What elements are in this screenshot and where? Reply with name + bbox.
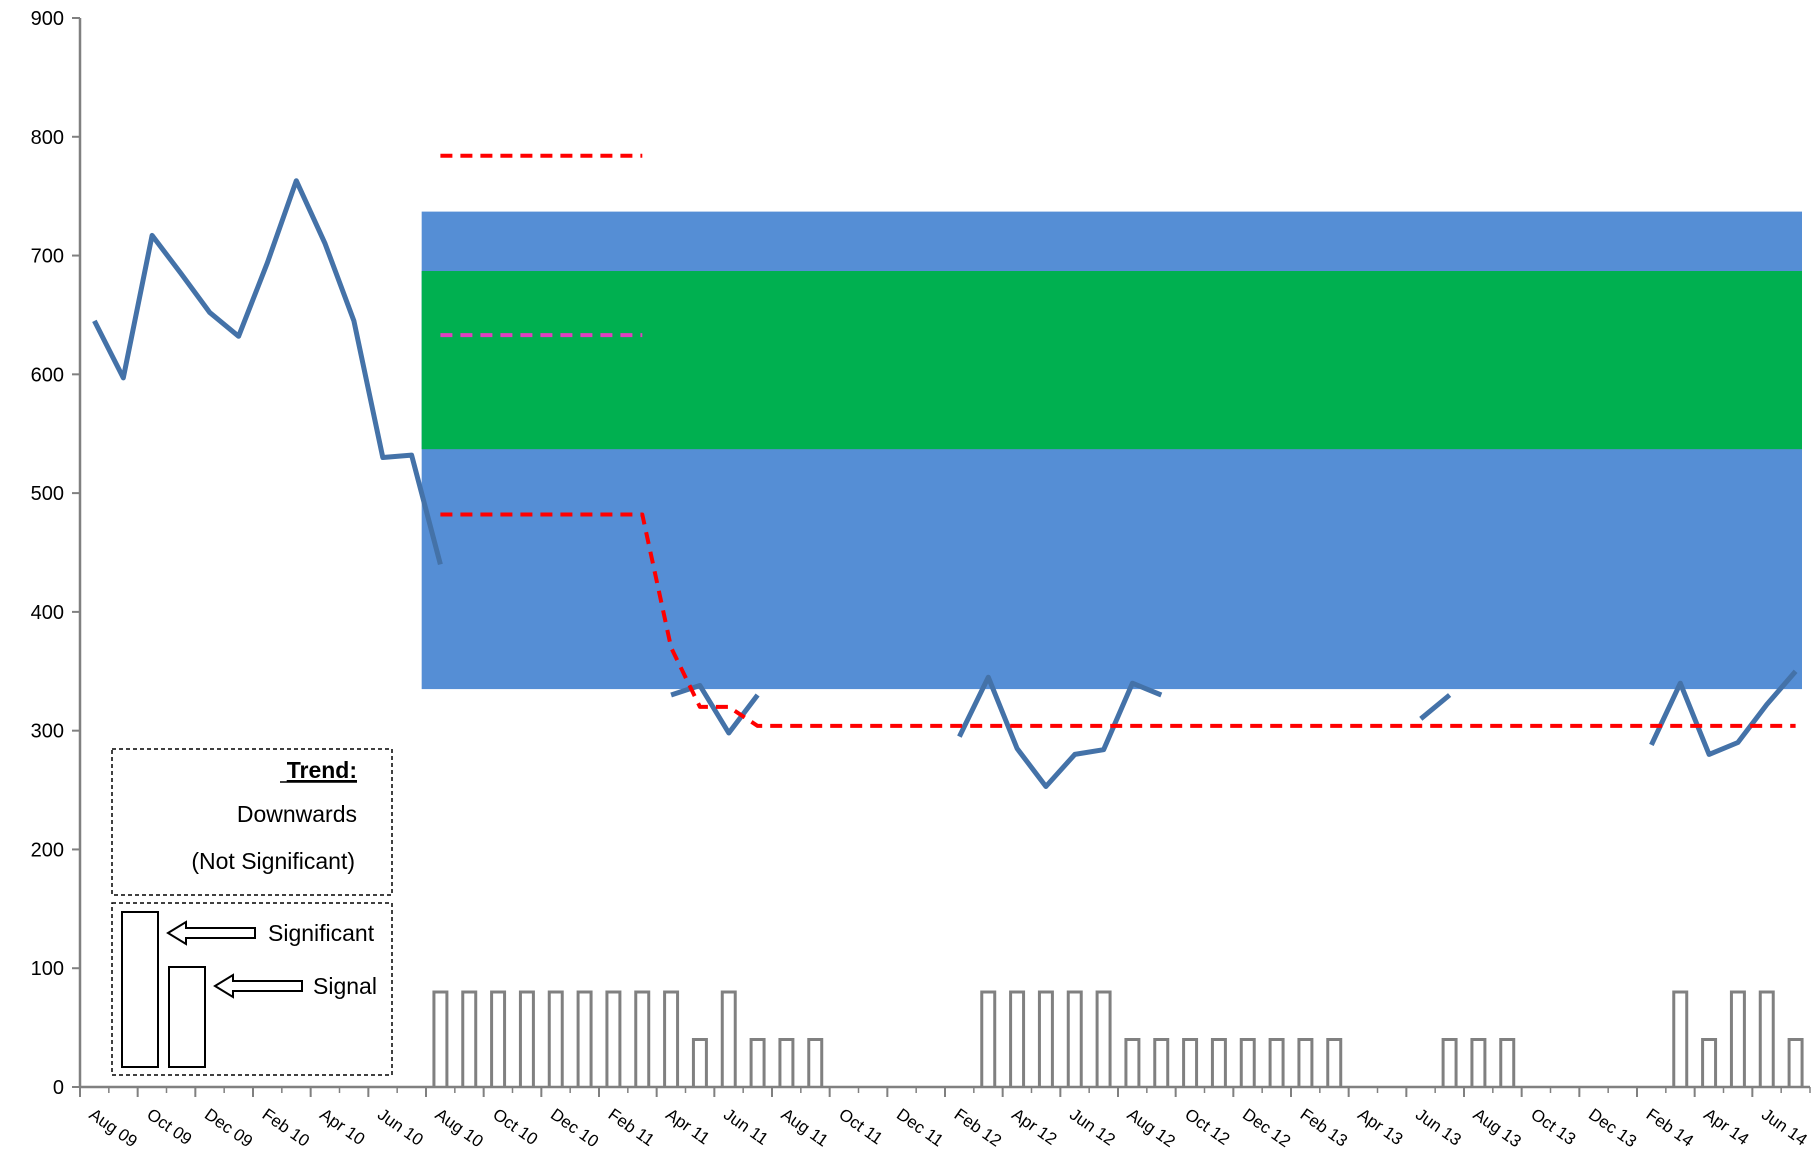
- y-tick-label: 100: [31, 958, 64, 980]
- x-tick-label: Feb 10: [259, 1105, 313, 1151]
- signal-bar: [547, 990, 564, 1087]
- legend-signal-label: Signal: [313, 973, 377, 999]
- signal-bar: [1124, 1037, 1141, 1087]
- x-tick-label: Aug 11: [778, 1105, 832, 1151]
- legend-trend-box: Trend: Downwards (Not Significant): [111, 748, 393, 896]
- y-tick-label: 700: [31, 246, 64, 268]
- signal-bar: [1268, 1037, 1285, 1087]
- legend-signal-swatch: [168, 966, 206, 1068]
- y-tick-label: 900: [31, 8, 64, 30]
- signal-bar: [1037, 990, 1054, 1087]
- signal-bar: [749, 1037, 766, 1087]
- signal-bar: [576, 990, 593, 1087]
- x-tick-label: Feb 13: [1297, 1105, 1351, 1151]
- series-line-0: [92, 178, 1798, 789]
- legend-significant-label: Significant: [268, 920, 375, 946]
- signal-bar: [1297, 1037, 1314, 1087]
- legend-trend-value: Downwards: [237, 801, 357, 827]
- x-tick-label: Feb 11: [605, 1105, 658, 1150]
- x-tick-label: Aug 13: [1470, 1105, 1525, 1151]
- x-tick-label: Apr 14: [1700, 1105, 1752, 1149]
- y-tick-label: 800: [31, 127, 64, 149]
- band-layer: [421, 211, 1802, 690]
- signal-bar: [1182, 1037, 1199, 1087]
- signal-bar: [720, 990, 737, 1087]
- signal-bar: [778, 1037, 795, 1087]
- signal-bar: [490, 990, 507, 1087]
- signal-bar: [1009, 990, 1026, 1087]
- x-tick-label: Feb 14: [1643, 1105, 1697, 1151]
- y-tick-label: 500: [31, 483, 64, 505]
- x-tick-label: Jun 12: [1066, 1105, 1119, 1150]
- x-tick-label: Apr 10: [316, 1105, 368, 1149]
- signal-bar: [634, 990, 651, 1087]
- legend-trend-note: (Not Significant): [191, 848, 355, 874]
- legend-key-box: Significant Signal: [111, 902, 393, 1076]
- x-tick-label: Dec 11: [893, 1105, 947, 1151]
- x-tick-label: Aug 10: [432, 1105, 487, 1151]
- x-tick-label: Apr 13: [1354, 1105, 1406, 1149]
- signal-bar: [518, 990, 535, 1087]
- signal-bar: [1066, 990, 1083, 1087]
- signal-bar: [432, 990, 449, 1087]
- signal-bar: [1470, 1037, 1487, 1087]
- series-line-3: [440, 512, 1796, 728]
- legend-signal-arrow-icon: [213, 973, 303, 999]
- x-tick-label: Dec 10: [547, 1105, 602, 1151]
- signal-bar: [1787, 1037, 1804, 1087]
- signal-bar: [1701, 1037, 1718, 1087]
- signal-bar-layer: [432, 990, 1804, 1087]
- signal-bar: [1758, 990, 1775, 1087]
- x-tick-label: Aug 12: [1124, 1105, 1179, 1151]
- x-tick-label: Apr 12: [1008, 1105, 1060, 1149]
- x-tick-label: Aug 09: [86, 1105, 141, 1151]
- signal-bar: [980, 990, 997, 1087]
- x-tick-label: Feb 12: [951, 1105, 1005, 1151]
- y-tick-label: 600: [31, 364, 64, 386]
- signal-bar: [1239, 1037, 1256, 1087]
- x-tick-label: Jun 10: [374, 1105, 427, 1150]
- legend-trend-title: Trend:: [287, 757, 357, 783]
- series-layer: [92, 153, 1798, 789]
- signal-bar: [1326, 1037, 1343, 1087]
- signal-bar: [1095, 990, 1112, 1087]
- x-tick-label: Jun 13: [1412, 1105, 1465, 1150]
- signal-bar: [691, 1037, 708, 1087]
- y-tick-label: 300: [31, 721, 64, 743]
- signal-bar: [807, 1037, 824, 1087]
- legend-significant-swatch: [121, 911, 159, 1068]
- signal-bar: [461, 990, 478, 1087]
- x-tick-label: Dec 09: [201, 1105, 256, 1151]
- x-tick-label: Apr 11: [662, 1105, 713, 1149]
- x-tick-label: Dec 13: [1585, 1105, 1640, 1151]
- signal-bar: [1210, 1037, 1227, 1087]
- y-tick-label: 0: [53, 1077, 64, 1099]
- legend-significant-arrow-icon: [166, 920, 256, 946]
- band-1: [421, 270, 1802, 450]
- y-tick-label: 400: [31, 602, 64, 624]
- signal-bar: [1672, 990, 1689, 1087]
- signal-bar: [1499, 1037, 1516, 1087]
- y-tick-label: 200: [31, 839, 64, 861]
- signal-bar: [1729, 990, 1746, 1087]
- x-tick-label: Oct 09: [143, 1105, 195, 1149]
- x-tick-label: Jun 14: [1758, 1105, 1811, 1150]
- signal-bar: [663, 990, 680, 1087]
- x-tick-label: Oct 10: [489, 1105, 541, 1149]
- signal-bar: [1441, 1037, 1458, 1087]
- signal-bar: [1153, 1037, 1170, 1087]
- x-tick-label: Oct 13: [1527, 1105, 1579, 1149]
- x-tick-label: Dec 12: [1239, 1105, 1294, 1151]
- signal-bar: [605, 990, 622, 1087]
- x-tick-label: Jun 11: [720, 1105, 772, 1149]
- x-tick-label: Oct 11: [835, 1105, 886, 1149]
- x-tick-label: Oct 12: [1181, 1105, 1233, 1149]
